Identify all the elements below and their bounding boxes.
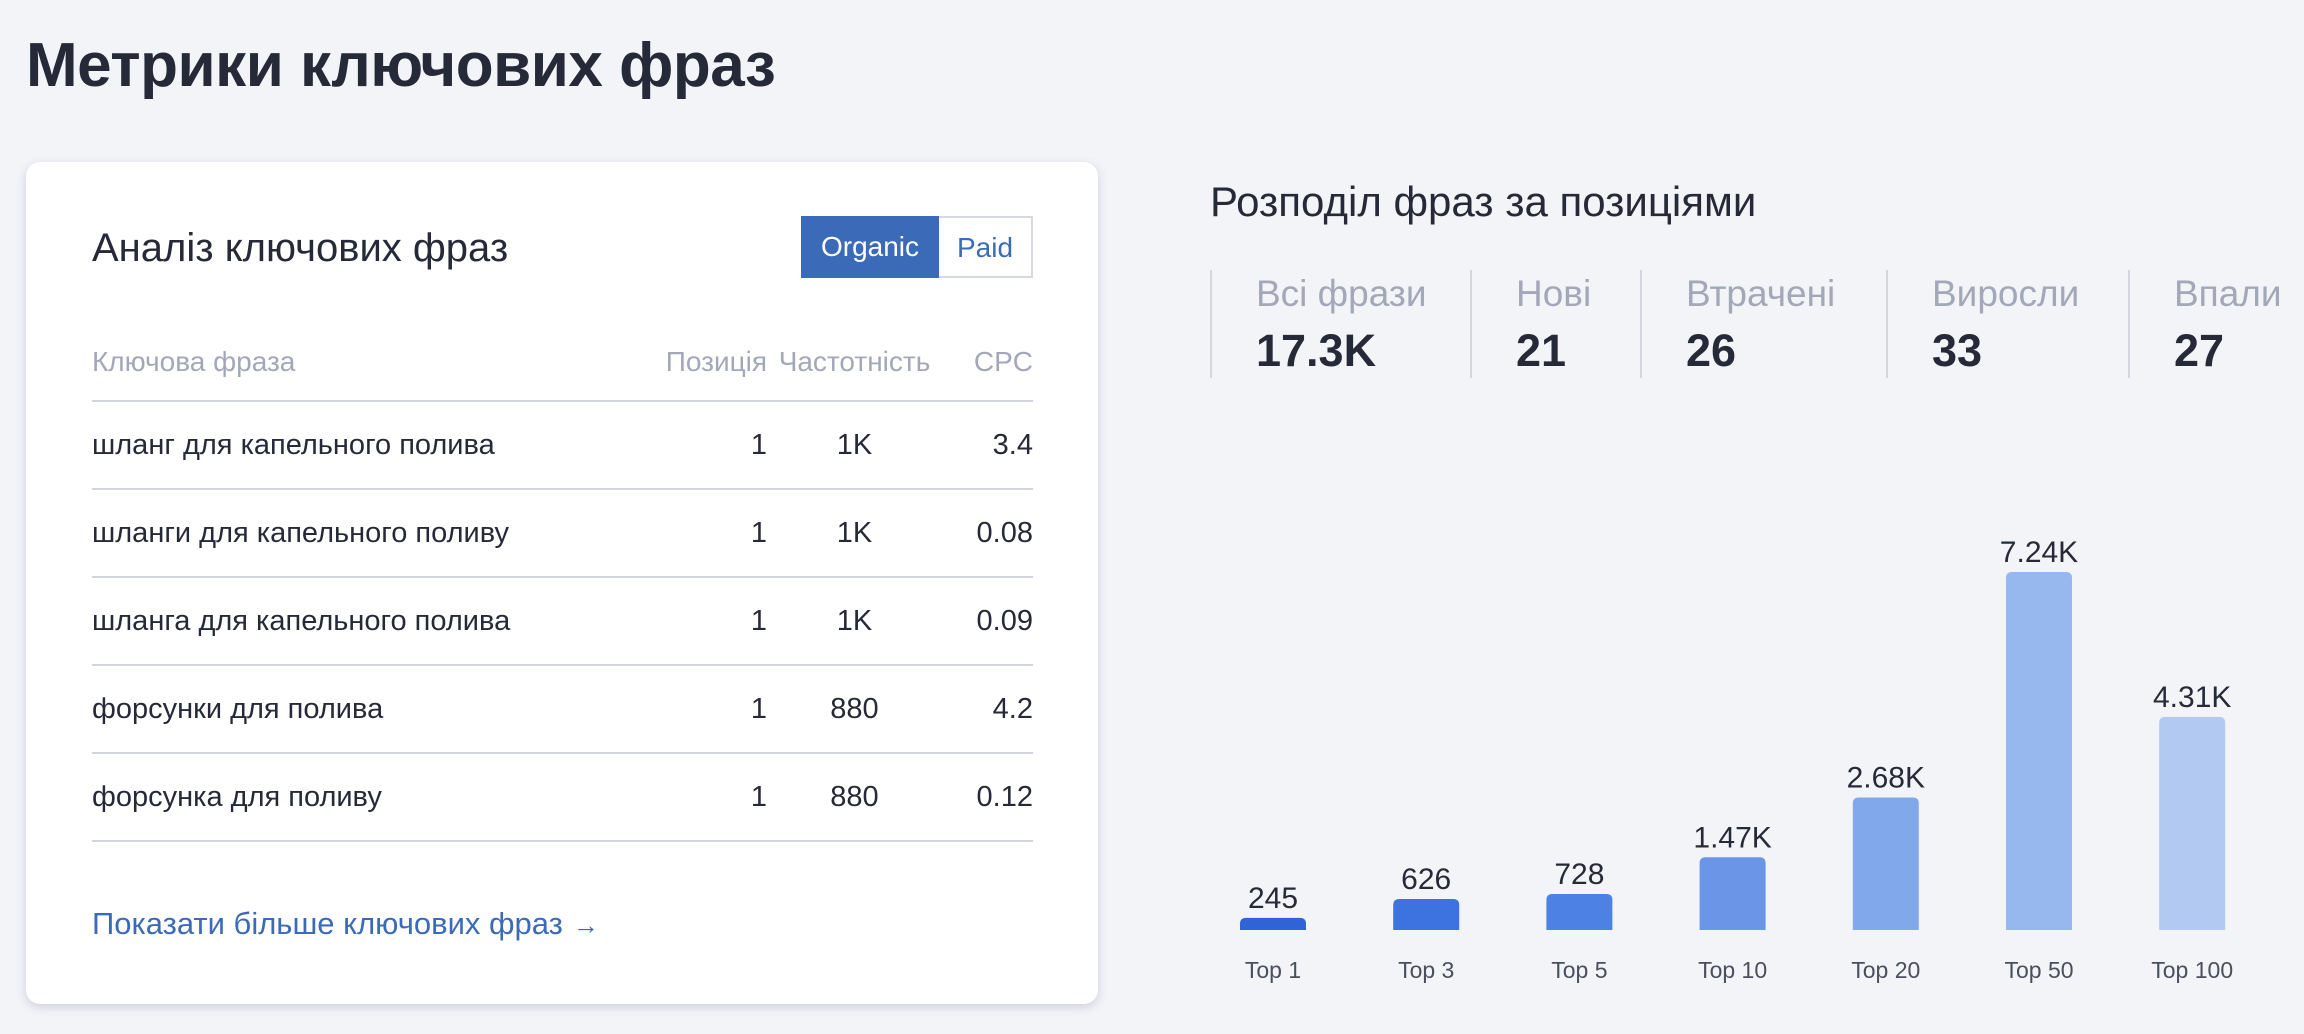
table-row[interactable]: шланг для капельного полива 1 1K 3.4 bbox=[92, 401, 1033, 490]
frequency-cell: 880 bbox=[767, 753, 942, 842]
organic-button[interactable]: Organic bbox=[801, 216, 939, 278]
x-tick-label: Top 50 bbox=[2004, 957, 2073, 983]
column-header-position[interactable]: Позиція bbox=[647, 324, 767, 402]
paid-button[interactable]: Paid bbox=[939, 216, 1033, 278]
cpc-cell: 0.09 bbox=[942, 577, 1033, 666]
stat-label: Нові bbox=[1516, 273, 1592, 314]
table-row[interactable]: шланги для капельного поливу 1 1K 0.08 bbox=[92, 489, 1033, 578]
bar-top-100[interactable] bbox=[2159, 716, 2226, 930]
stat-dropped: Впали 27 bbox=[2128, 270, 2304, 378]
bar-value-label: 245 bbox=[1248, 882, 1298, 915]
phrase-cell: шланги для капельного поливу bbox=[92, 489, 647, 578]
frequency-cell: 1K bbox=[767, 577, 942, 666]
bar-value-label: 728 bbox=[1554, 858, 1604, 891]
bar-value-label: 626 bbox=[1401, 863, 1451, 896]
frequency-cell: 1K bbox=[767, 489, 942, 578]
x-tick-label: Top 1 bbox=[1245, 957, 1301, 983]
table-row[interactable]: форсунка для поливу 1 880 0.12 bbox=[92, 753, 1033, 842]
bar-value-label: 1.47K bbox=[1693, 821, 1771, 854]
bar-value-label: 7.24K bbox=[2000, 536, 2078, 569]
bar-top-1[interactable] bbox=[1240, 917, 1306, 930]
bar-value-label: 4.31K bbox=[2153, 681, 2231, 714]
frequency-cell: 880 bbox=[767, 665, 942, 754]
x-tick-label: Top 10 bbox=[1698, 957, 1767, 983]
frequency-cell: 1K bbox=[767, 401, 942, 490]
position-cell: 1 bbox=[647, 401, 767, 490]
arrow-right-icon: → bbox=[572, 910, 599, 940]
stat-grew: Виросли 33 bbox=[1886, 270, 2130, 378]
stat-value: 21 bbox=[1516, 325, 1567, 376]
distribution-title: Розподіл фраз за позиціями bbox=[1210, 178, 1757, 225]
x-tick-label: Top 100 bbox=[2151, 957, 2233, 983]
stat-value: 17.3K bbox=[1256, 325, 1377, 376]
stat-label: Виросли bbox=[1932, 273, 2080, 314]
positions-bar-chart: 245 Top 1 626 Top 3 728 Top 5 1.47K Top 10 2.68K… bbox=[1240, 536, 2233, 983]
stat-label: Втрачені bbox=[1686, 273, 1836, 314]
stat-label: Впали bbox=[2174, 273, 2282, 314]
cpc-cell: 4.2 bbox=[942, 665, 1033, 754]
bar-top-50[interactable] bbox=[2006, 572, 2072, 930]
page-title: Метрики ключових фраз bbox=[26, 31, 776, 100]
bar-top-3[interactable] bbox=[1393, 899, 1460, 930]
bar-top-5[interactable] bbox=[1546, 894, 1613, 930]
stat-lost: Втрачені 26 bbox=[1640, 270, 1888, 378]
keywords-card: Аналіз ключових фраз Organic Paid Ключов… bbox=[26, 162, 1098, 1004]
x-tick-label: Top 3 bbox=[1398, 957, 1454, 983]
stat-value: 33 bbox=[1932, 325, 1983, 376]
stat-label: Всі фрази bbox=[1256, 273, 1427, 314]
bar-top-10[interactable] bbox=[1699, 857, 1766, 930]
stat-value: 26 bbox=[1686, 325, 1737, 376]
stat-all-phrases: Всі фрази 17.3K bbox=[1210, 270, 1472, 378]
column-header-frequency[interactable]: Частотність bbox=[767, 324, 942, 402]
phrase-cell: форсунки для полива bbox=[92, 665, 647, 754]
position-cell: 1 bbox=[647, 577, 767, 666]
phrase-cell: форсунка для поливу bbox=[92, 753, 647, 842]
stat-new: Нові 21 bbox=[1470, 270, 1642, 378]
table-header-row: Ключова фраза Позиція Частотність CPC bbox=[92, 324, 1033, 402]
column-header-phrase[interactable]: Ключова фраза bbox=[92, 324, 647, 402]
card-title: Аналіз ключових фраз bbox=[92, 226, 509, 270]
column-header-cpc[interactable]: CPC bbox=[942, 324, 1033, 402]
bar-value-label: 2.68K bbox=[1847, 761, 1925, 794]
stat-value: 27 bbox=[2174, 325, 2225, 376]
phrase-cell: шланга для капельного полива bbox=[92, 577, 647, 666]
cpc-cell: 3.4 bbox=[942, 401, 1033, 490]
keywords-table: Ключова фраза Позиція Частотність CPC шл… bbox=[92, 324, 1033, 842]
position-cell: 1 bbox=[647, 665, 767, 754]
phrase-cell: шланг для капельного полива bbox=[92, 401, 647, 490]
table-row[interactable]: форсунки для полива 1 880 4.2 bbox=[92, 665, 1033, 754]
x-tick-label: Top 20 bbox=[1851, 957, 1920, 983]
show-more-label: Показати більше ключових фраз bbox=[92, 906, 563, 941]
organic-paid-toggle: Organic Paid bbox=[801, 216, 1033, 278]
cpc-cell: 0.12 bbox=[942, 753, 1033, 842]
bar-top-20[interactable] bbox=[1852, 797, 1919, 930]
x-tick-label: Top 5 bbox=[1551, 957, 1607, 983]
position-cell: 1 bbox=[647, 489, 767, 578]
table-row[interactable]: шланга для капельного полива 1 1K 0.09 bbox=[92, 577, 1033, 666]
cpc-cell: 0.08 bbox=[942, 489, 1033, 578]
show-more-keywords-link[interactable]: Показати більше ключових фраз → bbox=[92, 906, 599, 942]
position-cell: 1 bbox=[647, 753, 767, 842]
